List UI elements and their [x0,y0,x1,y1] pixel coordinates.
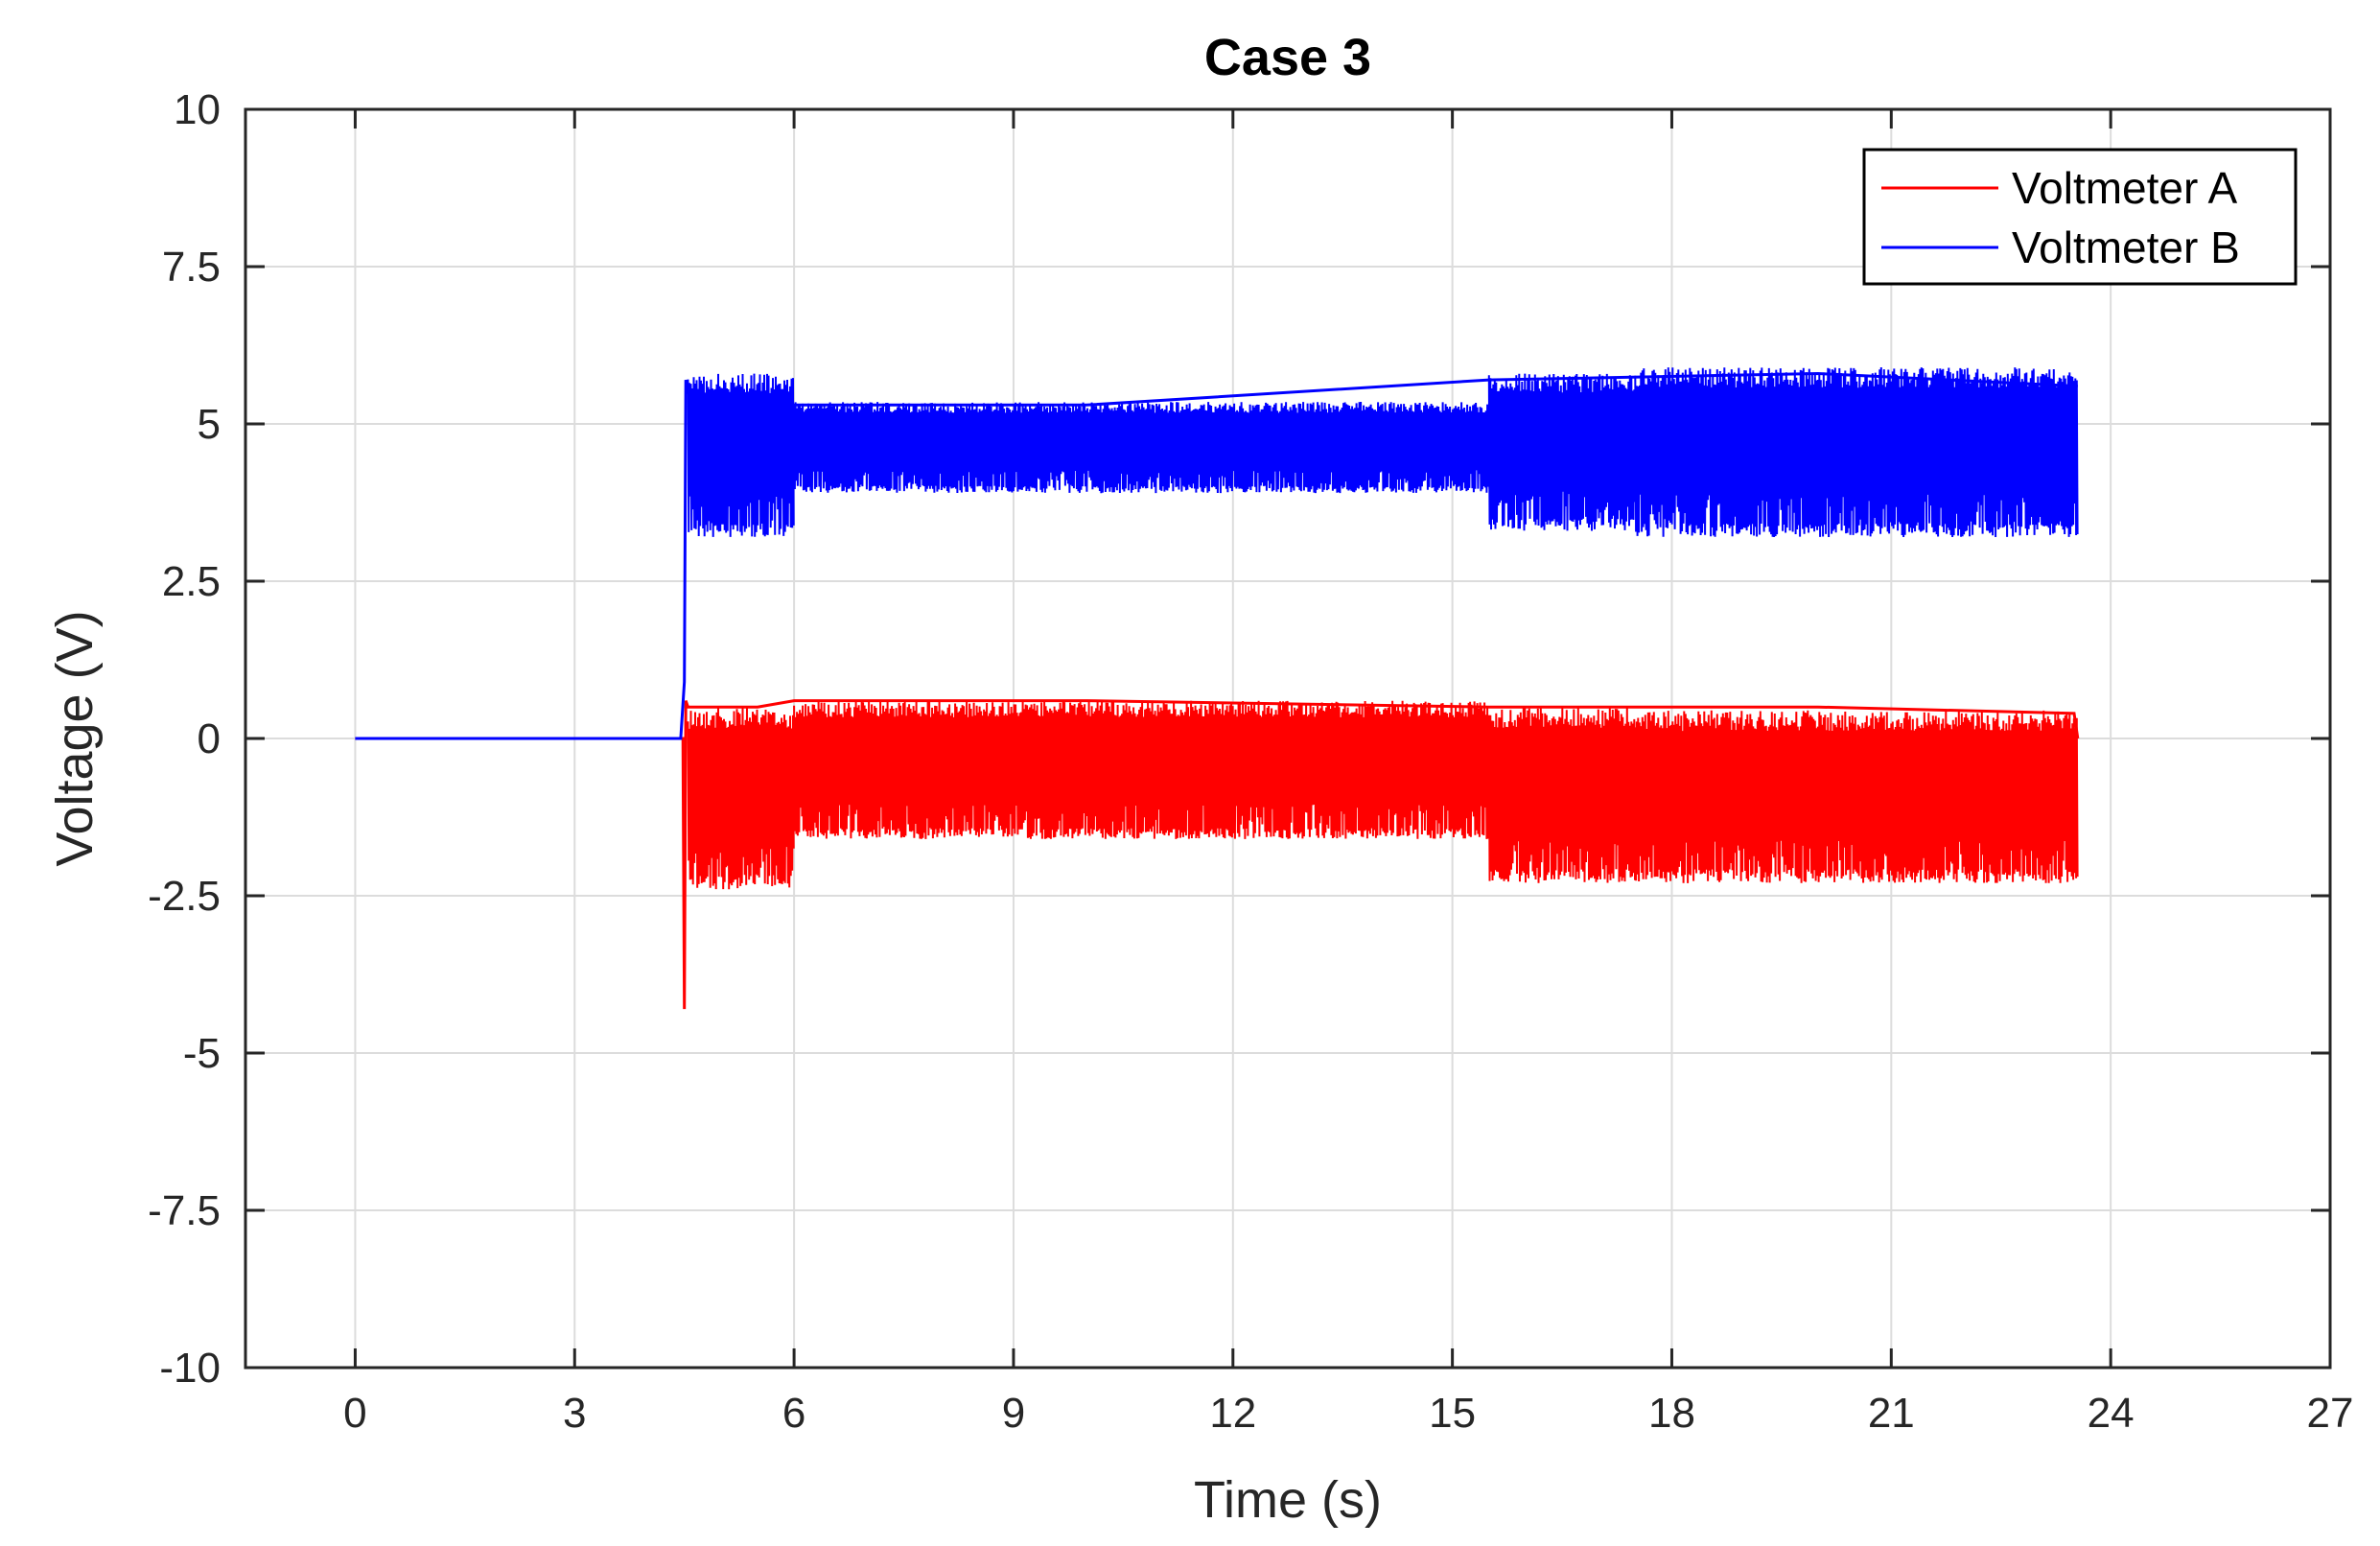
legend-label-voltmeter-b: Voltmeter B [2012,223,2240,272]
x-tick-label: 12 [1209,1390,1256,1437]
series-oscillation [687,707,795,890]
legend-label-voltmeter-a: Voltmeter A [2012,163,2238,213]
chart-title: Case 3 [1204,29,1371,86]
series-line [355,699,2080,1010]
series-voltmeter-b [355,366,2079,740]
x-axis-title: Time (s) [1194,1471,1382,1529]
series-oscillation [687,373,795,537]
series-oscillation [1634,366,2079,538]
legend: Voltmeter A Voltmeter B [1862,148,2298,286]
series-oscillation [1487,373,1636,531]
series-oscillation [1487,707,1636,883]
series-layer [355,366,2080,1010]
x-tick-label: 18 [1648,1390,1695,1437]
x-tick-label: 15 [1429,1390,1476,1437]
x-tick-label: 9 [1002,1390,1025,1437]
ticks: 0 3 6 9 12 15 18 21 24 27 -10 -7.5 -5 -2.5 0 2.5 5 7.5 10 [148,86,2353,1437]
series-oscillation [793,401,1491,494]
y-tick-label: -2.5 [148,873,221,920]
y-tick-label: -10 [159,1345,221,1392]
x-tick-label: 21 [1868,1390,1915,1437]
x-tick-label: 6 [782,1390,805,1437]
x-tick-label: 0 [343,1390,366,1437]
series-oscillation [1634,710,2079,883]
y-tick-label: 0 [198,715,221,762]
x-tick-label: 27 [2307,1390,2354,1437]
y-tick-label: 10 [174,86,221,133]
y-axis-title: Voltage (V) [46,610,104,866]
x-tick-label: 3 [563,1390,586,1437]
x-tick-label: 24 [2088,1390,2135,1437]
series-oscillation [793,700,1491,839]
series-voltmeter-a [355,699,2080,1010]
legend-box [1862,148,2298,286]
y-tick-label: 2.5 [162,558,221,605]
y-tick-label: 7.5 [162,244,221,291]
y-tick-label: -7.5 [148,1187,221,1234]
y-tick-label: -5 [183,1030,221,1077]
y-tick-label: 5 [198,401,221,448]
